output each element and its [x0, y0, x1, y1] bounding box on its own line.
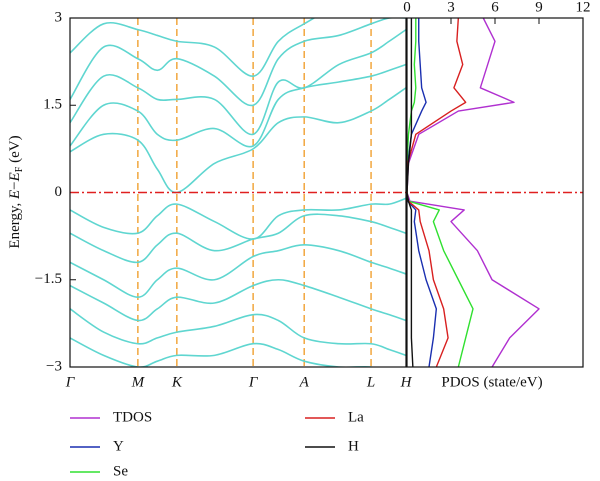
- legend-label: La: [348, 409, 364, 425]
- band: [70, 87, 406, 194]
- dos-curve: [407, 18, 414, 367]
- band: [70, 308, 406, 357]
- x-tick-label: 3: [447, 0, 455, 15]
- x-tick-label: K: [171, 374, 183, 390]
- x-tick-label: 9: [535, 0, 543, 15]
- y-tick-label: −1.5: [35, 271, 62, 287]
- legend-label: Se: [113, 463, 128, 479]
- band: [70, 278, 406, 322]
- dos-curve: [407, 18, 540, 367]
- band: [70, 18, 316, 77]
- overlay: Γ M K Γ A L H 3 1.5 0 −1.5 −3 0 3 6 9 12 TDOS Y Se La H: [35, 0, 591, 479]
- dos-plot: [407, 18, 540, 367]
- y-tick-label: 3: [55, 9, 63, 25]
- y-tick-label: 1.5: [43, 97, 62, 113]
- band-plot: [70, 18, 406, 367]
- dos-curve: [407, 18, 438, 367]
- band: [70, 28, 406, 136]
- x-tick-label: A: [299, 374, 310, 390]
- band: [70, 244, 406, 299]
- x-tick-label: H: [400, 374, 413, 390]
- y-tick-label: −3: [46, 358, 62, 374]
- dos-curve: [407, 18, 474, 367]
- x-tick-label: Γ: [248, 374, 259, 390]
- frame: [69, 17, 407, 368]
- x-tick-label: 0: [403, 0, 411, 15]
- y-axis-label: Energy, E−EF (eV): [7, 135, 25, 248]
- x-tick-label: 12: [576, 0, 591, 15]
- x-tick-label: L: [366, 374, 375, 390]
- legend-label: Y: [113, 438, 124, 454]
- frame: [406, 17, 584, 368]
- x-tick-label: Γ: [65, 374, 76, 390]
- dos-curve: [407, 18, 467, 367]
- band: [70, 63, 406, 148]
- x-tick-label: 6: [491, 0, 499, 15]
- band: [70, 337, 376, 367]
- legend-label: TDOS: [113, 409, 152, 425]
- x-axis-label: PDOS (state/eV): [441, 374, 542, 390]
- band: [70, 18, 406, 107]
- legend-label: H: [348, 438, 359, 454]
- band: [70, 213, 406, 264]
- y-tick-label: 0: [55, 184, 63, 200]
- x-tick-label: M: [131, 374, 146, 390]
